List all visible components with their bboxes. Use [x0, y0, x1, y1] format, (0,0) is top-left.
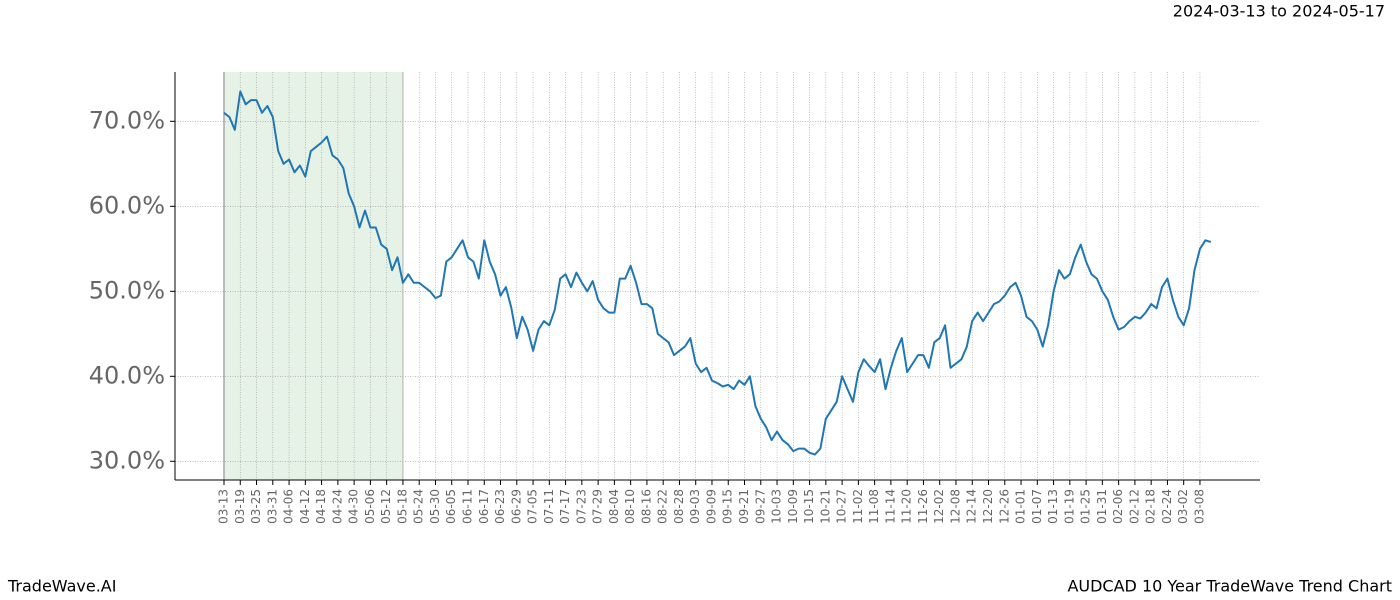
x-tick-label: 02-12 — [1127, 489, 1141, 524]
y-tick-label: 40.0% — [89, 361, 165, 389]
x-tick-label: 10-15 — [802, 489, 816, 524]
x-tick-label: 09-15 — [721, 489, 735, 524]
x-tick-label: 09-03 — [688, 489, 702, 524]
x-tick-label: 11-14 — [883, 489, 897, 524]
x-tick-label: 04-24 — [330, 489, 344, 524]
x-tick-label: 05-30 — [428, 489, 442, 524]
x-tick-label: 07-11 — [542, 489, 556, 524]
x-tick-label: 08-04 — [607, 489, 621, 524]
x-tick-label: 05-12 — [379, 489, 393, 524]
x-tick-label: 06-23 — [493, 489, 507, 524]
x-tick-label: 11-08 — [867, 489, 881, 524]
y-tick-label: 60.0% — [89, 191, 165, 219]
x-tick-label: 11-26 — [916, 489, 930, 524]
highlight-span — [224, 72, 403, 480]
x-tick-label: 09-21 — [737, 489, 751, 524]
x-tick-label: 10-09 — [786, 489, 800, 524]
x-tick-label: 07-29 — [591, 489, 605, 524]
x-tick-label: 12-02 — [932, 489, 946, 524]
x-tick-label: 10-21 — [818, 489, 832, 524]
x-tick-label: 08-10 — [623, 489, 637, 524]
x-tick-label: 04-12 — [298, 489, 312, 524]
x-tick-label: 12-20 — [981, 489, 995, 524]
x-tick-label: 07-23 — [574, 489, 588, 524]
x-tick-label: 12-08 — [948, 489, 962, 524]
y-tick-label: 30.0% — [89, 446, 165, 474]
x-tick-label: 04-18 — [314, 489, 328, 524]
x-tick-label: 02-24 — [1160, 489, 1174, 524]
x-tick-label: 01-31 — [1095, 489, 1109, 524]
x-tick-label: 10-27 — [835, 489, 849, 524]
date-range: 2024-03-13 to 2024-05-17 — [1173, 2, 1385, 21]
x-tick-label: 02-06 — [1111, 489, 1125, 524]
x-tick-label: 08-22 — [656, 489, 670, 524]
x-tick-label: 01-01 — [1014, 489, 1028, 524]
x-tick-label: 01-07 — [1030, 489, 1044, 524]
x-tick-label: 01-13 — [1046, 489, 1060, 524]
x-tick-label: 01-19 — [1062, 489, 1076, 524]
x-tick-label: 04-30 — [347, 489, 361, 524]
x-tick-label: 06-17 — [477, 489, 491, 524]
x-tick-label: 10-03 — [770, 489, 784, 524]
x-tick-label: 03-08 — [1192, 489, 1206, 524]
chart-title: AUDCAD 10 Year TradeWave Trend Chart — [1067, 577, 1392, 596]
x-tick-label: 04-06 — [282, 489, 296, 524]
x-tick-label: 07-17 — [558, 489, 572, 524]
x-tick-label: 11-02 — [851, 489, 865, 524]
x-tick-label: 03-31 — [265, 489, 279, 524]
x-tick-label: 09-09 — [704, 489, 718, 524]
x-tick-label: 03-02 — [1176, 489, 1190, 524]
x-tick-label: 08-16 — [639, 489, 653, 524]
y-tick-label: 50.0% — [89, 276, 165, 304]
x-tick-label: 08-28 — [672, 489, 686, 524]
x-tick-label: 03-13 — [217, 489, 231, 524]
x-tick-label: 12-14 — [965, 489, 979, 524]
x-tick-label: 03-19 — [233, 489, 247, 524]
x-tick-label: 09-27 — [753, 489, 767, 524]
x-tick-label: 03-25 — [249, 489, 263, 524]
x-tick-label: 06-05 — [444, 489, 458, 524]
x-tick-label: 12-26 — [997, 489, 1011, 524]
x-tick-label: 02-18 — [1144, 489, 1158, 524]
x-tick-label: 07-05 — [526, 489, 540, 524]
y-tick-label: 70.0% — [89, 106, 165, 134]
x-tick-label: 06-11 — [460, 489, 474, 524]
x-tick-label: 05-24 — [412, 489, 426, 524]
x-tick-label: 05-18 — [395, 489, 409, 524]
x-tick-label: 01-25 — [1079, 489, 1093, 524]
x-tick-label: 11-20 — [900, 489, 914, 524]
x-tick-label: 06-29 — [509, 489, 523, 524]
x-tick-label: 05-06 — [363, 489, 377, 524]
trend-line — [223, 90, 1212, 456]
brand: TradeWave.AI — [7, 577, 116, 596]
